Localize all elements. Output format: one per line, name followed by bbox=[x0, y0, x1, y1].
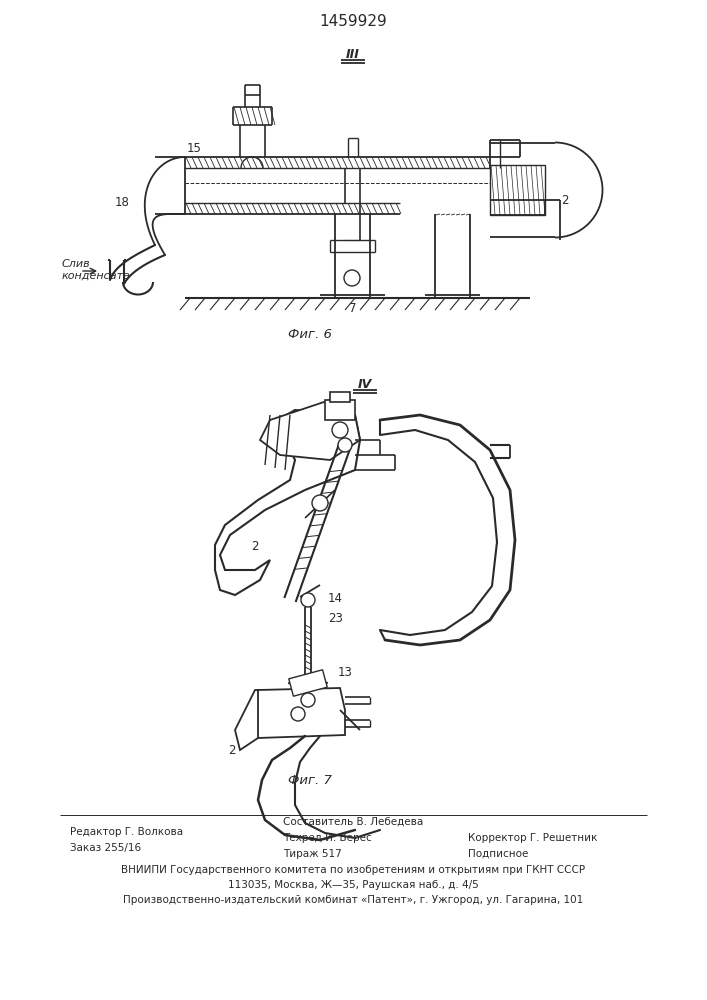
Circle shape bbox=[291, 707, 305, 721]
Circle shape bbox=[301, 593, 315, 607]
Polygon shape bbox=[215, 410, 360, 595]
Circle shape bbox=[332, 422, 348, 438]
Polygon shape bbox=[252, 688, 345, 738]
Text: Производственно-издательский комбинат «Патент», г. Ужгород, ул. Гагарина, 101: Производственно-издательский комбинат «П… bbox=[123, 895, 583, 905]
Polygon shape bbox=[260, 400, 360, 460]
Text: Заказ 255/16: Заказ 255/16 bbox=[70, 843, 141, 853]
Text: конденсата: конденсата bbox=[62, 271, 131, 281]
Text: Подписное: Подписное bbox=[468, 849, 528, 859]
Circle shape bbox=[344, 270, 360, 286]
Text: Фиг. 7: Фиг. 7 bbox=[288, 774, 332, 786]
Text: 7: 7 bbox=[349, 302, 357, 314]
Text: Техред И. Верес: Техред И. Верес bbox=[283, 833, 372, 843]
Bar bbox=[490, 165, 545, 215]
Circle shape bbox=[312, 495, 328, 511]
Text: 2: 2 bbox=[251, 540, 259, 552]
Text: III: III bbox=[346, 48, 360, 62]
Text: 113035, Москва, Ж—35, Раушская наб., д. 4/5: 113035, Москва, Ж—35, Раушская наб., д. … bbox=[228, 880, 479, 890]
Text: Слив: Слив bbox=[62, 259, 90, 269]
Bar bbox=[325, 400, 355, 420]
Bar bbox=[330, 392, 350, 402]
Polygon shape bbox=[235, 690, 258, 750]
Text: 2: 2 bbox=[561, 194, 568, 207]
Circle shape bbox=[338, 438, 352, 452]
Text: 13: 13 bbox=[338, 666, 353, 678]
Text: 15: 15 bbox=[187, 141, 202, 154]
Text: 2: 2 bbox=[228, 744, 235, 756]
Polygon shape bbox=[288, 670, 327, 696]
Text: 18: 18 bbox=[115, 196, 130, 209]
Text: 14: 14 bbox=[328, 591, 343, 604]
Text: IV: IV bbox=[358, 378, 372, 391]
Text: 1459929: 1459929 bbox=[319, 14, 387, 29]
Text: ВНИИПИ Государственного комитета по изобретениям и открытиям при ГКНТ СССР: ВНИИПИ Государственного комитета по изоб… bbox=[121, 865, 585, 875]
Text: Редактор Г. Волкова: Редактор Г. Волкова bbox=[70, 827, 183, 837]
Text: Тираж 517: Тираж 517 bbox=[283, 849, 341, 859]
Text: Составитель В. Лебедева: Составитель В. Лебедева bbox=[283, 817, 423, 827]
Text: Фиг. 6: Фиг. 6 bbox=[288, 328, 332, 342]
Text: 23: 23 bbox=[328, 611, 343, 624]
Circle shape bbox=[301, 693, 315, 707]
Text: Корректор Г. Решетник: Корректор Г. Решетник bbox=[468, 833, 597, 843]
